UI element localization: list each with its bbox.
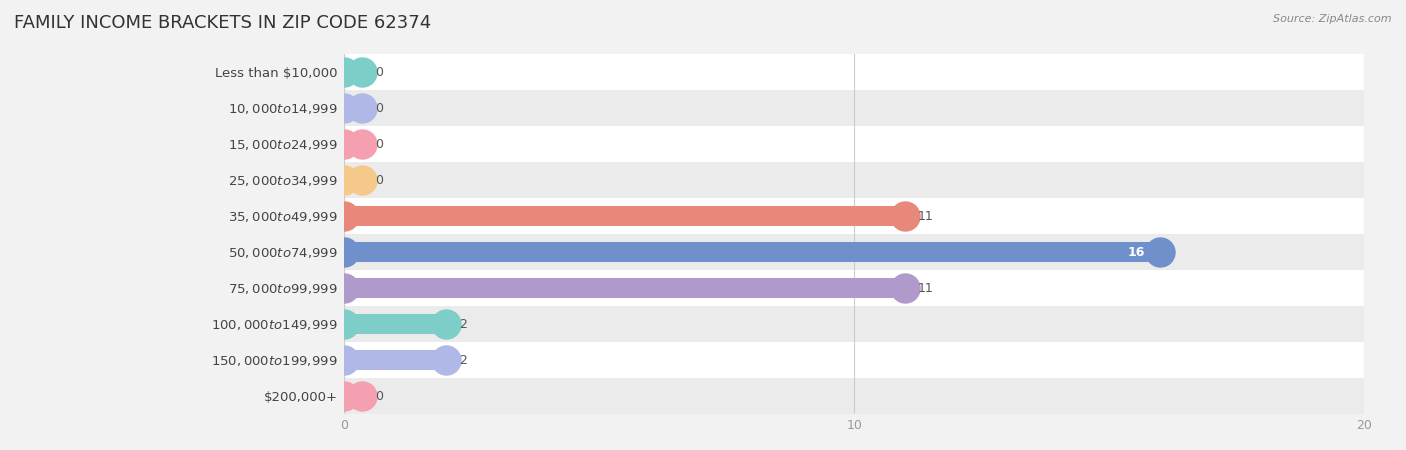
Bar bbox=[0, 162, 1406, 198]
Bar bbox=[344, 62, 363, 82]
Bar bbox=[0, 234, 1406, 270]
Bar bbox=[0, 54, 1406, 90]
Bar bbox=[0, 198, 1406, 234]
Text: 2: 2 bbox=[460, 354, 467, 366]
Text: Source: ZipAtlas.com: Source: ZipAtlas.com bbox=[1274, 14, 1392, 23]
Text: 0: 0 bbox=[375, 66, 382, 78]
Bar bbox=[0, 378, 1406, 414]
Text: 11: 11 bbox=[918, 282, 934, 294]
Bar bbox=[344, 278, 905, 298]
Bar bbox=[344, 314, 447, 334]
Text: 0: 0 bbox=[375, 102, 382, 114]
Text: 11: 11 bbox=[918, 210, 934, 222]
Bar bbox=[0, 306, 1406, 342]
Bar bbox=[344, 206, 905, 226]
Bar bbox=[344, 170, 363, 190]
Bar bbox=[0, 342, 1406, 378]
Bar bbox=[344, 350, 447, 370]
Text: 0: 0 bbox=[375, 138, 382, 150]
Text: 16: 16 bbox=[1128, 246, 1144, 258]
Bar bbox=[344, 386, 363, 406]
Bar bbox=[344, 242, 1160, 262]
Text: 0: 0 bbox=[375, 390, 382, 402]
Bar bbox=[0, 90, 1406, 126]
Bar bbox=[344, 98, 363, 118]
Bar bbox=[0, 126, 1406, 162]
Text: 0: 0 bbox=[375, 174, 382, 186]
Text: 2: 2 bbox=[460, 318, 467, 330]
Bar bbox=[344, 134, 363, 154]
Bar bbox=[0, 270, 1406, 306]
Text: FAMILY INCOME BRACKETS IN ZIP CODE 62374: FAMILY INCOME BRACKETS IN ZIP CODE 62374 bbox=[14, 14, 432, 32]
